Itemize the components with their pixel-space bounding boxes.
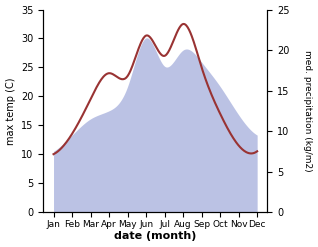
Y-axis label: med. precipitation (kg/m2): med. precipitation (kg/m2) [303,50,313,172]
X-axis label: date (month): date (month) [114,231,197,242]
Y-axis label: max temp (C): max temp (C) [5,77,16,144]
